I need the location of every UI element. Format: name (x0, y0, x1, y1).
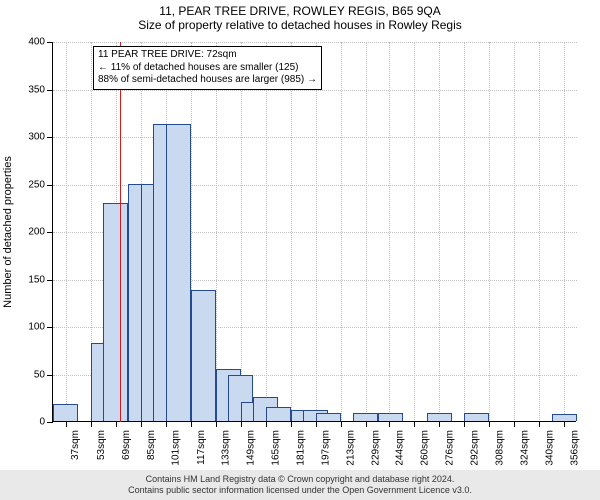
x-tick (539, 421, 540, 427)
x-tick (389, 421, 390, 427)
annotation-box: 11 PEAR TREE DRIVE: 72sqm← 11% of detach… (93, 46, 322, 90)
y-tick (47, 137, 53, 138)
plot-area: Number of detached properties 0501001502… (52, 42, 576, 422)
y-tick-label: 0 (13, 417, 45, 428)
gridline-v (564, 42, 565, 422)
gridline-v (291, 42, 292, 422)
gridline-v (439, 42, 440, 422)
y-tick (47, 422, 53, 423)
x-tick-label: 244sqm (389, 430, 390, 431)
x-tick (116, 421, 117, 427)
footer-line: Contains HM Land Registry data © Crown c… (6, 474, 594, 485)
y-tick-label: 400 (13, 37, 45, 48)
gridline-v (366, 42, 367, 422)
property-marker-line (120, 42, 121, 422)
x-tick (216, 421, 217, 427)
x-tick-label: 260sqm (414, 430, 415, 431)
x-tick (266, 421, 267, 427)
x-tick (166, 421, 167, 427)
x-tick (439, 421, 440, 427)
x-tick (414, 421, 415, 427)
x-tick-label: 356sqm (564, 430, 565, 431)
x-tick-label: 53sqm (91, 430, 92, 431)
x-tick-label: 149sqm (241, 430, 242, 431)
x-tick-label: 69sqm (116, 430, 117, 431)
gridline-v (514, 42, 515, 422)
x-tick (191, 421, 192, 427)
x-tick-label: 85sqm (141, 430, 142, 431)
y-tick-label: 50 (13, 369, 45, 380)
footer-line: Contains public sector information licen… (6, 485, 594, 496)
histogram-bar (552, 414, 577, 421)
y-tick (47, 327, 53, 328)
x-tick-label: 308sqm (489, 430, 490, 431)
y-tick (47, 42, 53, 43)
y-tick-label: 200 (13, 227, 45, 238)
gridline-v (241, 42, 242, 422)
y-tick-label: 250 (13, 179, 45, 190)
x-tick (316, 421, 317, 427)
histogram-bar (464, 413, 489, 421)
x-tick-label: 101sqm (166, 430, 167, 431)
gridline-v (216, 42, 217, 422)
x-tick-label: 276sqm (439, 430, 440, 431)
histogram-bar (53, 404, 78, 421)
x-tick-label: 37sqm (66, 430, 67, 431)
x-tick-label: 133sqm (216, 430, 217, 431)
histogram-bar (427, 413, 452, 421)
annotation-line: 88% of semi-detached houses are larger (… (98, 74, 317, 87)
gridline-v (266, 42, 267, 422)
x-tick (291, 421, 292, 427)
x-tick-label: 197sqm (316, 430, 317, 431)
y-tick-label: 100 (13, 322, 45, 333)
x-tick (91, 421, 92, 427)
x-tick-label: 324sqm (514, 430, 515, 431)
x-tick-label: 292sqm (464, 430, 465, 431)
histogram-bar (353, 413, 378, 421)
y-tick-label: 150 (13, 274, 45, 285)
x-tick-label: 165sqm (266, 430, 267, 431)
gridline-v (489, 42, 490, 422)
footer: Contains HM Land Registry data © Crown c… (0, 470, 600, 500)
histogram-bar (378, 413, 403, 421)
x-tick (564, 421, 565, 427)
y-tick-label: 350 (13, 84, 45, 95)
x-tick (141, 421, 142, 427)
x-tick (341, 421, 342, 427)
x-tick (66, 421, 67, 427)
x-tick (514, 421, 515, 427)
x-tick-label: 229sqm (366, 430, 367, 431)
histogram-bar (316, 413, 341, 421)
gridline-v (341, 42, 342, 422)
x-tick-label: 340sqm (539, 430, 540, 431)
x-tick (241, 421, 242, 427)
x-tick-label: 213sqm (341, 430, 342, 431)
x-tick (366, 421, 367, 427)
annotation-line: 11 PEAR TREE DRIVE: 72sqm (98, 49, 317, 62)
histogram-bar (266, 407, 291, 421)
gridline-v (464, 42, 465, 422)
histogram-bar (166, 124, 191, 421)
y-tick (47, 90, 53, 91)
x-tick-label: 181sqm (291, 430, 292, 431)
chart-title: 11, PEAR TREE DRIVE, ROWLEY REGIS, B65 9… (0, 0, 600, 18)
x-tick (464, 421, 465, 427)
annotation-line: ← 11% of detached houses are smaller (12… (98, 62, 317, 75)
gridline-v (539, 42, 540, 422)
y-tick (47, 280, 53, 281)
chart-subtitle: Size of property relative to detached ho… (0, 18, 600, 32)
histogram-bar (191, 290, 216, 421)
gridline-v (414, 42, 415, 422)
histogram-bar (103, 203, 128, 422)
x-tick-label: 117sqm (191, 430, 192, 431)
y-tick (47, 185, 53, 186)
chart-container: 11, PEAR TREE DRIVE, ROWLEY REGIS, B65 9… (0, 0, 600, 500)
gridline-v (389, 42, 390, 422)
gridline-v (66, 42, 67, 422)
y-tick (47, 375, 53, 376)
x-tick (489, 421, 490, 427)
y-tick (47, 232, 53, 233)
y-tick-label: 300 (13, 132, 45, 143)
gridline-v (316, 42, 317, 422)
